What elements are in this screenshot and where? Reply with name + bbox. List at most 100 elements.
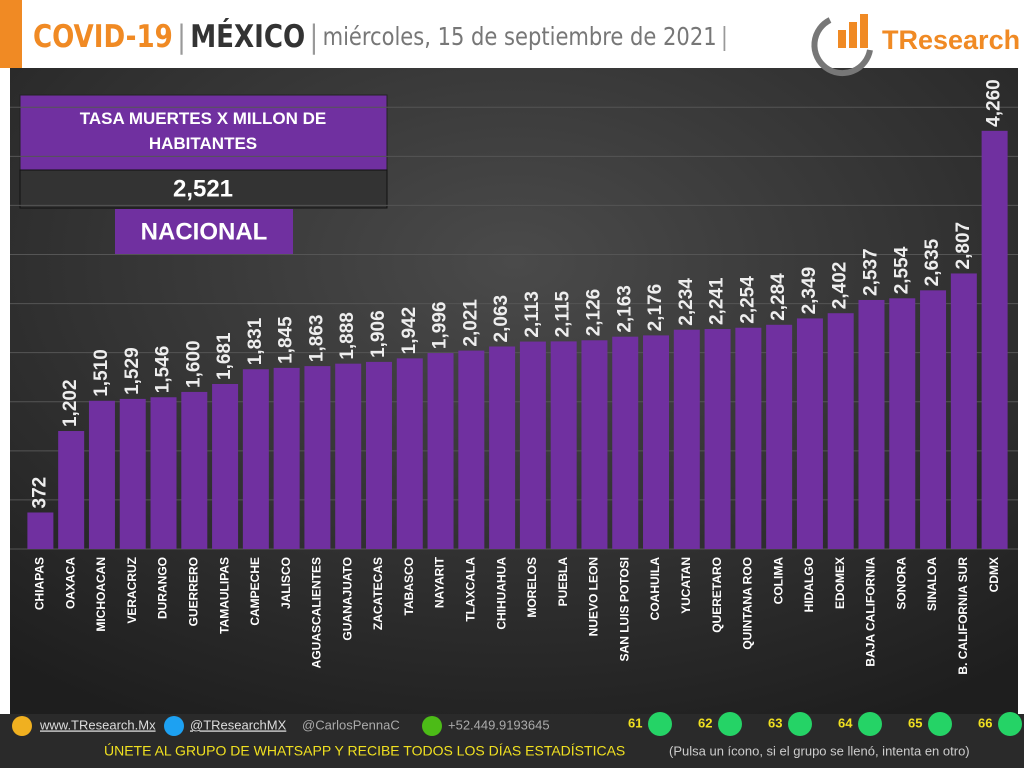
website[interactable]: www.TResearch.Mx [39,717,156,732]
title-part: COVID-19 [33,19,173,55]
value-label: 372 [29,477,50,509]
bar [212,383,239,549]
x-tick-label: EDOMEX [833,557,847,609]
x-tick-label: JALISCO [279,557,293,609]
whatsapp-button[interactable] [928,712,952,736]
x-tick-label: PUEBLA [556,557,570,607]
value-label: 2,113 [522,291,543,338]
chart-title: COVID-19 | MÉXICO | miércoles, 15 de sep… [33,19,728,55]
summary-box [19,94,388,171]
bar [427,353,454,549]
title-part: miércoles, 15 de septiembre de 2021 [323,22,717,51]
group-number: 65 [908,715,922,730]
x-tick-label: BAJA CALIFORNIA [864,557,878,667]
bar [273,367,300,549]
x-tick-label: MICHOACAN [94,557,108,632]
bar [704,329,731,549]
logo: TResearch [811,14,1020,77]
x-tick-label: CHIAPAS [33,557,47,610]
bar [58,431,85,549]
bar [304,366,331,549]
bar [827,313,854,549]
title-part: | [309,19,318,55]
bar [550,341,577,549]
value-label: 2,063 [491,295,512,343]
group-number: 66 [978,715,992,730]
cta: ÚNETE AL GRUPO DE WHATSAPP Y RECIBE TODO… [104,743,625,759]
title-part: | [721,22,728,51]
whatsapp-button[interactable] [858,712,882,736]
whatsapp-button[interactable] [718,712,742,736]
x-tick-label: COAHUILA [648,557,662,621]
bar [581,340,608,549]
x-tick-label: YUCATAN [679,557,693,614]
summary-label: TASA MUERTES X MILLON DE HABITANTES [80,109,327,153]
bar-chart: 372 CHIAPAS 1,202 OAXACA 1,510 MICHOACAN 1,529… [10,79,1018,675]
x-tick-label: NUEVO LEON [587,557,601,636]
summary-value-box [19,169,388,209]
bar [981,130,1008,549]
whatsapp-button[interactable] [788,712,812,736]
bar [88,400,115,549]
summary-scope: NACIONAL [141,218,268,245]
value-label: 2,163 [614,285,635,333]
bar [858,299,885,549]
value-label: 2,241 [707,277,728,325]
x-tick-label: AGUASCALIENTES [310,557,324,668]
accent-bar [0,0,22,68]
x-tick-label: TLAXCALA [464,557,478,622]
twitter-icon [164,716,184,736]
value-label: 2,807 [953,222,974,270]
title-part: MÉXICO [190,19,305,55]
bar [643,335,670,549]
twitter[interactable]: @TResearchMX [190,717,287,732]
bar [766,324,793,549]
value-label: 2,537 [861,248,882,296]
bar [119,398,146,549]
x-tick-label: TAMAULIPAS [217,557,231,634]
bar [796,318,823,549]
x-tick-label: QUINTANA ROO [741,557,755,650]
x-tick-label: VERACRUZ [125,557,139,624]
value-label: 2,234 [676,278,697,326]
whatsapp-button[interactable] [648,712,672,736]
group-number: 64 [838,715,853,730]
bar [920,290,947,549]
group-number: 63 [768,715,782,730]
value-label: 1,202 [60,379,81,427]
x-tick-label: CDMX [987,557,1001,592]
whatsapp-button[interactable] [998,712,1022,736]
x-tick-label: B. CALIFORNIA SUR [956,557,970,675]
value-label: 1,863 [306,315,327,363]
bar [612,336,639,549]
x-tick-label: GUERRERO [186,557,200,626]
value-label: 2,021 [460,299,481,347]
scope-box [115,209,293,255]
group-number: 61 [628,715,642,730]
x-tick-label: QUERETARO [710,557,724,633]
bar [335,363,362,549]
value-label: 2,126 [583,289,604,337]
value-label: 4,260 [984,79,1005,127]
x-tick-label: SINALOA [925,557,939,611]
phone-icon [422,716,442,736]
x-tick-label: MORELOS [525,557,539,618]
x-tick-label: ZACATECAS [371,557,385,630]
twitter-2[interactable]: @CarlosPennaC [302,717,400,732]
cta-note: (Pulsa un ícono, si el grupo se llenó, i… [669,743,970,758]
value-label: 2,349 [799,267,820,315]
value-label: 2,254 [737,276,758,324]
bar [365,361,392,549]
x-tick-label: COLIMA [771,557,785,605]
value-label: 2,284 [768,273,789,321]
value-label: 1,996 [430,302,451,350]
x-tick-label: OAXACA [63,557,77,609]
x-tick-label: SONORA [894,557,908,610]
x-tick-label: TABASCO [402,557,416,615]
value-label: 1,888 [337,312,358,360]
bar [519,341,546,549]
value-label: 2,115 [553,290,574,337]
bar [27,512,54,549]
web-icon [12,716,32,736]
